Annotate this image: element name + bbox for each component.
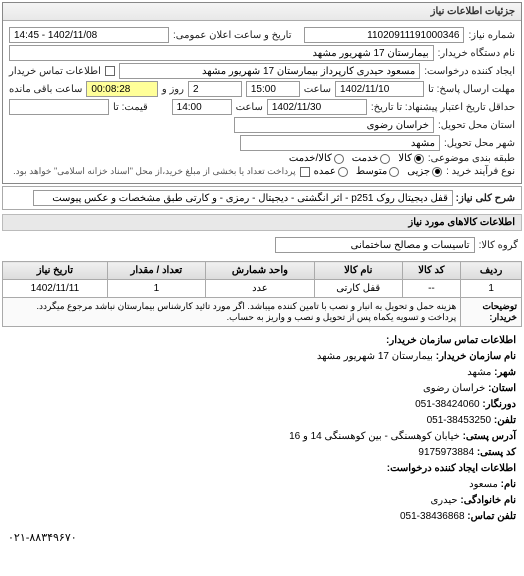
th-name: نام کالا bbox=[314, 262, 402, 280]
payment-checkbox[interactable] bbox=[300, 167, 310, 177]
radio-dot-icon bbox=[334, 154, 344, 164]
buyer-device-field: بیمارستان 17 شهریور مشهد bbox=[9, 45, 434, 61]
buyer-contact-checkbox[interactable] bbox=[105, 66, 115, 76]
cell-row: 1 bbox=[461, 280, 522, 298]
price-label: قیمت: تا bbox=[113, 102, 148, 113]
credit-date-field: 1402/11/30 bbox=[267, 99, 367, 115]
remain-field: 00:08:28 bbox=[86, 81, 157, 97]
addr-label: آدرس پستی: bbox=[463, 431, 516, 442]
group-field: تاسیسات و مصالح ساختمانی bbox=[275, 237, 475, 253]
radio-dot-icon bbox=[432, 167, 442, 177]
cphone-label: تلفن تماس: bbox=[467, 511, 516, 522]
fax-label: دورنگار: bbox=[482, 399, 516, 410]
response-days-field: 2 bbox=[188, 81, 242, 97]
need-description: شرح کلی نیاز: قفل دیجیتال روک p251 - اثر… bbox=[2, 186, 522, 210]
radio-dot-icon bbox=[389, 167, 399, 177]
desc-cell: هزینه حمل و تحویل به انبار و نصب با تامی… bbox=[3, 298, 461, 327]
radio-high[interactable]: عمده bbox=[314, 166, 348, 177]
approval-group: جزیی متوسط عمده bbox=[314, 166, 443, 177]
postal-label: کد پستی: bbox=[477, 447, 516, 458]
creator-info-label: اطلاعات ایجاد کننده درخواست: bbox=[8, 461, 516, 477]
need-desc-text: قفل دیجیتال روک p251 - اثر انگشتی - دیجی… bbox=[33, 190, 453, 206]
radio-goods[interactable]: خدمت bbox=[352, 153, 391, 164]
price-field bbox=[9, 99, 109, 115]
radio-dot-icon bbox=[338, 167, 348, 177]
panel-title: جزئیات اطلاعات نیاز bbox=[3, 3, 521, 21]
phone-value: 051-38453250 bbox=[427, 413, 492, 429]
cell-qty: 1 bbox=[107, 280, 205, 298]
lname-label: نام خانوادگی: bbox=[460, 495, 516, 506]
fname-label: نام: bbox=[501, 479, 516, 490]
remain-label: ساعت باقی مانده bbox=[9, 84, 82, 95]
pkg-type-group: کالا خدمت کالا/خدمت bbox=[289, 153, 424, 164]
cprov-value: خراسان رضوی bbox=[423, 383, 485, 394]
lname-value: حیدری bbox=[430, 495, 457, 506]
response-date-field: 1402/11/10 bbox=[335, 81, 424, 97]
th-unit: واحد شمارش bbox=[205, 262, 314, 280]
radio-low[interactable]: جزیی bbox=[407, 166, 442, 177]
need-desc-label: شرح کلی نیاز: bbox=[456, 193, 515, 204]
org-value: بیمارستان 17 شهریور مشهد bbox=[317, 351, 433, 362]
items-table: ردیف کد کالا نام کالا واحد شمارش تعداد /… bbox=[2, 261, 522, 327]
radio-medium[interactable]: متوسط bbox=[356, 166, 399, 177]
th-code: کد کالا bbox=[402, 262, 461, 280]
table-desc-row: توضیحات خریدار: هزینه حمل و تحویل به انب… bbox=[3, 298, 522, 327]
radio-dot-icon bbox=[380, 154, 390, 164]
radio-dot-icon bbox=[414, 154, 424, 164]
response-deadline-label: مهلت ارسال پاسخ: تا bbox=[428, 84, 515, 95]
creator-field: مسعود حیدری کارپرداز بیمارستان 17 شهریور… bbox=[119, 63, 420, 79]
footer-phone: ۰۲۱-۸۸۳۴۹۶۷۰ bbox=[0, 529, 524, 546]
cell-code: -- bbox=[402, 280, 461, 298]
response-time-field: 15:00 bbox=[246, 81, 300, 97]
group-row: گروه کالا: تاسیسات و مصالح ساختمانی bbox=[0, 231, 524, 259]
fname-value: مسعود bbox=[469, 479, 498, 490]
request-no-label: شماره نیاز: bbox=[468, 30, 515, 41]
payment-note: پرداخت تعداد یا بخشی از مبلغ خرید،از محل… bbox=[13, 166, 296, 177]
time-label-1: ساعت bbox=[304, 84, 331, 95]
table-row: 1 -- قفل کارتی عدد 1 1402/11/11 bbox=[3, 280, 522, 298]
fax-value: 051-38424060 bbox=[415, 397, 480, 413]
province-label: استان محل تحویل: bbox=[438, 120, 515, 131]
cell-date: 1402/11/11 bbox=[3, 280, 108, 298]
request-no-field: 11020911191000346 bbox=[304, 27, 464, 43]
time-label-2: ساعت bbox=[236, 102, 263, 113]
cell-unit: عدد bbox=[205, 280, 314, 298]
city-label: شهر محل تحویل: bbox=[444, 138, 515, 149]
th-row: ردیف bbox=[461, 262, 522, 280]
addr-value: خیابان کوهسنگی - بین کوهسنگی 14 و 16 bbox=[289, 431, 460, 442]
goods-section-title: اطلاعات کالاهای مورد نیاز bbox=[2, 214, 522, 231]
announce-label: تاریخ و ساعت اعلان عمومی: bbox=[173, 30, 292, 41]
buyer-device-label: نام دستگاه خریدار: bbox=[438, 48, 515, 59]
cprov-label: استان: bbox=[488, 383, 516, 394]
approval-label: نوع فرآیند خرید : bbox=[446, 166, 515, 177]
phone-label: تلفن: bbox=[494, 415, 516, 426]
buyer-contact-label: اطلاعات تماس خریدار bbox=[9, 66, 101, 77]
credit-time-field: 14:00 bbox=[172, 99, 232, 115]
details-panel: جزئیات اطلاعات نیاز شماره نیاز: 11020911… bbox=[2, 2, 522, 184]
table-header-row: ردیف کد کالا نام کالا واحد شمارش تعداد /… bbox=[3, 262, 522, 280]
pkg-type-label: طبقه بندی موضوعی: bbox=[428, 153, 515, 164]
radio-kala[interactable]: کالا bbox=[398, 153, 424, 164]
radio-both[interactable]: کالا/خدمت bbox=[289, 153, 344, 164]
th-date: تاریخ نیاز bbox=[3, 262, 108, 280]
city-field: مشهد bbox=[240, 135, 440, 151]
desc-label-cell: توضیحات خریدار: bbox=[461, 298, 522, 327]
cphone-value: 051-38436868 bbox=[400, 509, 465, 525]
credit-label: حداقل تاریخ اعتبار پیشنهاد: تا تاریخ: bbox=[371, 102, 515, 113]
group-label: گروه کالا: bbox=[479, 240, 518, 251]
postal-value: 9175973884 bbox=[418, 445, 474, 461]
announce-field: 14:45 - 1402/11/08 bbox=[9, 27, 169, 43]
creator-label: ایجاد کننده درخواست: bbox=[424, 66, 515, 77]
days-and-label: روز و bbox=[162, 84, 184, 95]
contact-title: اطلاعات تماس سازمان خریدار: bbox=[8, 333, 516, 349]
form-area: شماره نیاز: 11020911191000346 تاریخ و سا… bbox=[3, 21, 521, 183]
th-qty: تعداد / مقدار bbox=[107, 262, 205, 280]
cell-name: قفل کارتی bbox=[314, 280, 402, 298]
contact-block: اطلاعات تماس سازمان خریدار: نام سازمان خ… bbox=[0, 329, 524, 529]
ccity-label: شهر: bbox=[494, 367, 516, 378]
province-field: خراسان رضوی bbox=[234, 117, 434, 133]
ccity-value: مشهد bbox=[467, 367, 491, 378]
org-label: نام سازمان خریدار: bbox=[436, 351, 516, 362]
